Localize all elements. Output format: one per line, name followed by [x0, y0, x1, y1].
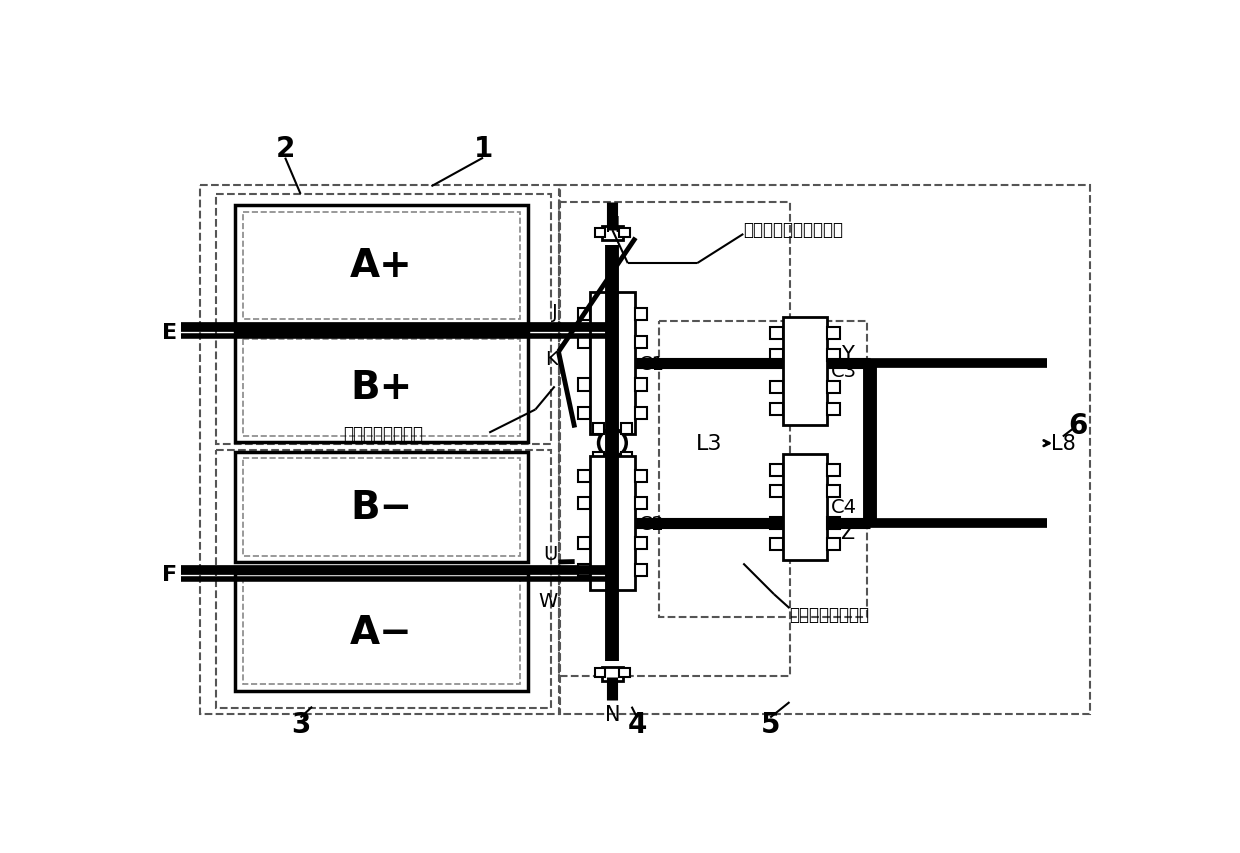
Text: N: N: [605, 704, 620, 724]
Bar: [578, 407, 590, 420]
Text: H: H: [605, 216, 620, 236]
Bar: [601, 667, 624, 681]
Text: 用螺栓紧固连接、安装: 用螺栓紧固连接、安装: [743, 220, 843, 238]
Bar: [635, 336, 647, 349]
Bar: [216, 450, 551, 708]
Bar: [243, 339, 520, 436]
Text: 3: 3: [291, 710, 310, 738]
Text: Z: Z: [839, 523, 854, 543]
Bar: [590, 293, 635, 435]
Bar: [770, 403, 782, 415]
Text: C4: C4: [831, 498, 857, 517]
Text: B+: B+: [350, 368, 413, 407]
Bar: [770, 538, 782, 550]
Text: F: F: [162, 565, 177, 584]
Bar: [782, 455, 827, 560]
Bar: [201, 185, 560, 715]
Bar: [635, 407, 647, 420]
Bar: [243, 579, 520, 685]
Bar: [578, 565, 590, 577]
Text: W: W: [538, 591, 558, 611]
Text: C1: C1: [639, 354, 665, 374]
Text: Y: Y: [841, 345, 854, 364]
Text: 5: 5: [760, 710, 780, 738]
Bar: [782, 317, 827, 426]
Text: 用铜带和铜板连接: 用铜带和铜板连接: [790, 605, 869, 623]
Text: L3: L3: [696, 433, 722, 454]
Bar: [635, 497, 647, 509]
Bar: [595, 229, 605, 238]
Bar: [236, 573, 528, 691]
Bar: [827, 517, 839, 529]
Bar: [770, 517, 782, 529]
Text: U: U: [543, 545, 558, 564]
Bar: [236, 333, 528, 443]
Text: J: J: [552, 303, 558, 322]
Bar: [635, 565, 647, 577]
Bar: [593, 424, 604, 435]
Bar: [236, 206, 528, 325]
Text: K: K: [546, 349, 558, 368]
Text: C2: C2: [639, 514, 665, 533]
Circle shape: [599, 430, 626, 457]
Bar: [578, 470, 590, 483]
Text: A−: A−: [350, 613, 413, 651]
Text: E: E: [162, 322, 177, 342]
Bar: [635, 379, 647, 392]
Text: L8: L8: [1052, 433, 1076, 454]
Bar: [827, 349, 839, 362]
Bar: [635, 537, 647, 550]
Bar: [770, 349, 782, 362]
Bar: [578, 379, 590, 392]
Bar: [590, 456, 635, 591]
Bar: [236, 452, 528, 562]
Text: C3: C3: [831, 362, 857, 381]
Bar: [578, 537, 590, 550]
Bar: [635, 470, 647, 483]
Bar: [558, 202, 790, 676]
Bar: [595, 669, 605, 677]
Bar: [770, 381, 782, 394]
Bar: [601, 227, 624, 241]
Text: 6: 6: [1069, 411, 1087, 439]
Bar: [827, 464, 839, 477]
Bar: [827, 403, 839, 415]
Bar: [593, 452, 604, 463]
Bar: [621, 424, 632, 435]
Bar: [770, 328, 782, 340]
Bar: [635, 308, 647, 321]
Bar: [578, 336, 590, 349]
Text: 2: 2: [275, 135, 295, 162]
Bar: [770, 464, 782, 477]
Bar: [558, 185, 1090, 715]
Bar: [243, 212, 520, 319]
Text: 1: 1: [474, 135, 492, 162]
Text: 用铜排和铜板连接: 用铜排和铜板连接: [343, 424, 423, 442]
Bar: [658, 322, 867, 618]
Bar: [578, 308, 590, 321]
Bar: [619, 669, 630, 677]
Bar: [827, 328, 839, 340]
Bar: [827, 538, 839, 550]
Text: A+: A+: [350, 247, 413, 285]
Bar: [619, 229, 630, 238]
Bar: [827, 485, 839, 497]
Bar: [216, 194, 551, 444]
Bar: [770, 485, 782, 497]
Text: 4: 4: [627, 710, 647, 738]
Bar: [827, 381, 839, 394]
Bar: [621, 452, 632, 463]
Bar: [578, 497, 590, 509]
Bar: [243, 458, 520, 556]
Text: B−: B−: [350, 488, 413, 526]
